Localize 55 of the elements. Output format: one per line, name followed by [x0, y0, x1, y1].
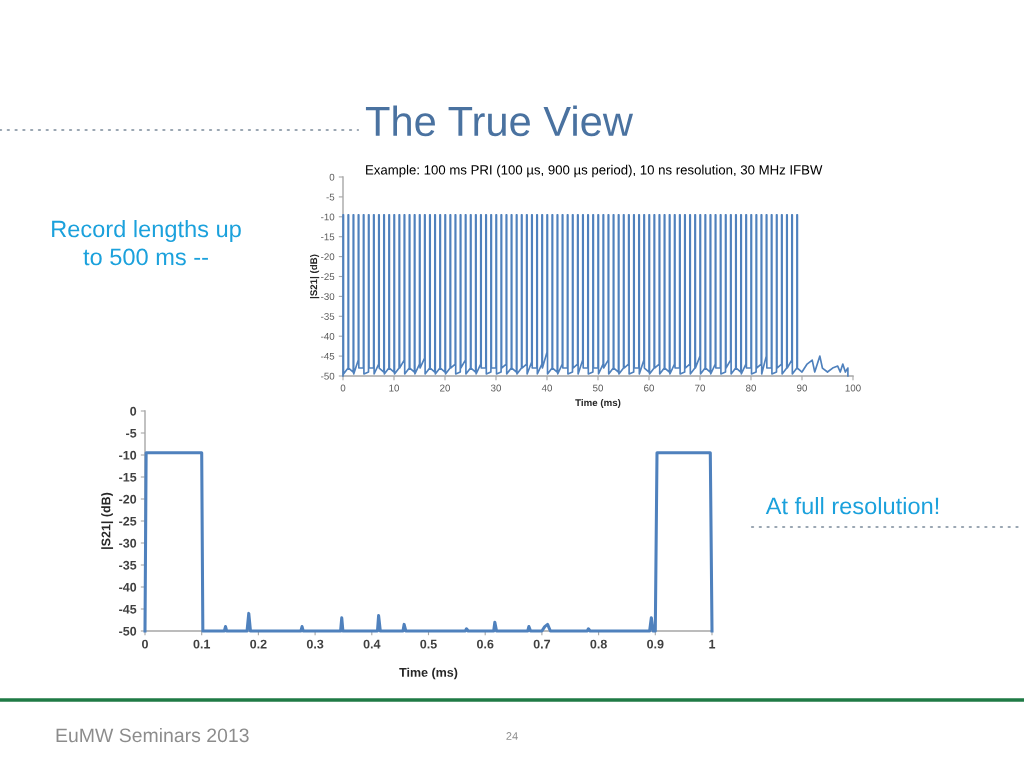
y-axis-title: |S21| (dB): [310, 254, 320, 299]
x-tick-label: 100: [845, 384, 861, 392]
y-tick-label: -20: [119, 494, 137, 504]
x-tick-label: 0.3: [306, 639, 324, 649]
y-tick-label: 0: [130, 406, 137, 416]
x-tick-label: 0.8: [590, 639, 607, 649]
y-tick-label: -40: [321, 332, 335, 340]
x-tick-label: 40: [541, 384, 553, 392]
x-tick-label: 90: [797, 384, 808, 392]
chart-subtitle: Example: 100 ms PRI (100 µs, 900 µs period), 10 ns resolution, 30 MHz IFBW: [366, 164, 823, 178]
y-tick-label: -10: [321, 213, 335, 221]
x-tick-label: 0.7: [533, 639, 551, 649]
y-tick-label: -20: [321, 253, 335, 261]
x-tick-label: 30: [490, 384, 502, 392]
y-tick-label: -5: [326, 193, 335, 201]
y-tick-label: -50: [321, 372, 335, 380]
line-series: [342, 213, 849, 377]
y-tick-label: -15: [321, 233, 335, 241]
x-tick-label: 0: [340, 384, 346, 392]
y-tick-label: -30: [321, 293, 335, 301]
x-tick-label: 0.4: [363, 639, 381, 649]
chart-title: The True View: [365, 105, 634, 137]
x-tick-label: 1: [709, 639, 716, 649]
x-tick-label: 10: [389, 384, 400, 392]
x-axis-title: Time (ms): [575, 398, 621, 409]
text: EuMW Seminars 2013: [56, 727, 249, 743]
x-tick-label: 20: [440, 384, 451, 392]
y-tick-label: -35: [119, 560, 137, 570]
y-tick-label: -30: [119, 538, 137, 548]
y-axis-title: |S21| (dB): [101, 492, 114, 549]
x-tick-label: 0: [142, 639, 148, 649]
x-tick-label: 0.2: [250, 639, 267, 649]
text: At full resolution!: [765, 496, 939, 515]
y-tick-label: -45: [119, 604, 137, 614]
y-tick-label: -5: [126, 428, 137, 438]
x-tick-label: 0.5: [420, 639, 437, 649]
y-tick-label: -25: [321, 273, 335, 281]
text: Record lengths up to 500 ms --: [52, 220, 241, 266]
y-tick-label: 0: [329, 173, 335, 181]
x-axis-title: Time (ms): [399, 667, 458, 680]
x-tick-label: 0.1: [193, 639, 211, 649]
x-tick-label: 70: [695, 384, 706, 392]
y-tick-label: -40: [119, 582, 137, 592]
x-tick-label: 80: [746, 384, 757, 392]
y-tick-label: -10: [119, 450, 137, 460]
y-tick-label: -25: [119, 516, 137, 526]
text: 24: [506, 732, 518, 740]
x-tick-label: 50: [592, 384, 604, 392]
y-tick-label: -15: [119, 472, 137, 482]
x-tick-label: 60: [644, 384, 655, 392]
y-tick-label: -35: [321, 313, 335, 320]
x-tick-label: 0.9: [647, 639, 664, 649]
y-tick-label: -50: [119, 626, 137, 636]
y-tick-label: -45: [321, 352, 335, 360]
x-tick-label: 0.6: [477, 639, 494, 649]
